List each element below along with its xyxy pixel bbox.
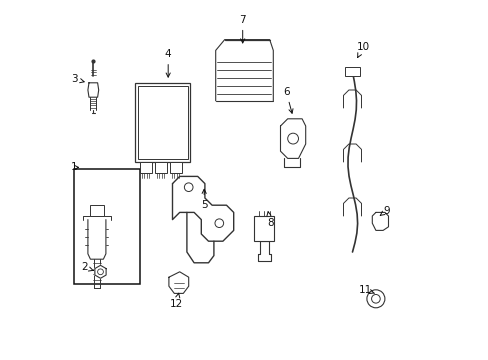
Text: 6: 6	[283, 87, 292, 113]
Circle shape	[371, 294, 380, 303]
Circle shape	[184, 183, 193, 192]
Text: 3: 3	[71, 74, 84, 84]
Text: 4: 4	[164, 49, 171, 77]
Bar	[134, 83, 190, 162]
Bar	[140, 162, 151, 173]
Text: 11: 11	[358, 285, 374, 295]
Text: 8: 8	[266, 212, 273, 228]
Text: 1: 1	[71, 162, 79, 172]
Text: 10: 10	[356, 42, 369, 58]
Circle shape	[287, 133, 298, 144]
Text: 7: 7	[239, 15, 245, 43]
Polygon shape	[95, 265, 106, 278]
Bar	[155, 162, 166, 173]
Polygon shape	[88, 83, 99, 97]
Text: 12: 12	[169, 293, 183, 309]
Text: 2: 2	[81, 262, 93, 273]
Bar	[137, 86, 187, 159]
Text: 9: 9	[380, 206, 389, 216]
Circle shape	[215, 219, 223, 228]
Bar	[89, 205, 104, 216]
Bar	[73, 169, 140, 284]
Bar	[170, 162, 182, 173]
Circle shape	[98, 269, 103, 275]
Bar	[344, 67, 360, 76]
Text: 5: 5	[201, 189, 207, 210]
Circle shape	[366, 290, 384, 308]
Bar	[254, 216, 274, 241]
